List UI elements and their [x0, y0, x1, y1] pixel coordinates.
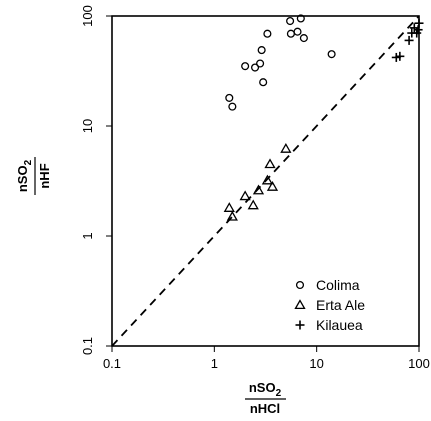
reference-line-layer — [111, 15, 420, 347]
data-point — [293, 27, 302, 36]
data-point — [252, 184, 265, 195]
y-axis: 0.1 1 10 100 — [80, 5, 112, 355]
y-axis-title-numerator: nSO2 — [15, 159, 34, 192]
y-tick-label: 1 — [80, 232, 95, 239]
data-point — [239, 190, 251, 201]
data-point — [261, 174, 274, 185]
legend-item: Kilauea — [295, 317, 363, 333]
data-point — [280, 143, 292, 153]
legend: Colima Erta Ale Kilauea — [294, 277, 365, 333]
data-point — [286, 29, 295, 38]
data-point — [256, 59, 265, 68]
data-point — [223, 202, 235, 212]
x-tick-label: 10 — [309, 356, 323, 371]
data-point — [395, 51, 405, 61]
x-axis-title-numerator: nSO2 — [249, 380, 282, 399]
points-layer — [223, 14, 424, 221]
legend-marker — [294, 299, 306, 310]
data-point — [247, 199, 259, 210]
y-tick-label: 0.1 — [80, 337, 95, 355]
legend-marker — [295, 320, 305, 330]
x-axis-title-denominator: nHCl — [250, 401, 280, 416]
data-point — [286, 16, 295, 26]
data-point — [228, 102, 237, 111]
legend-marker — [295, 280, 305, 290]
data-point — [264, 158, 276, 169]
data-point — [327, 50, 336, 59]
y-axis-title-denominator: nHF — [37, 163, 52, 188]
series-erta-ale — [223, 143, 292, 221]
reference-line-1to1 — [111, 15, 420, 347]
legend-label: Colima — [316, 277, 360, 293]
y-axis-title: nSO2 nHF — [15, 157, 52, 195]
legend-item: Colima — [295, 277, 360, 293]
data-point — [266, 181, 279, 191]
series-kilauea — [391, 18, 424, 62]
data-point — [259, 78, 268, 87]
legend-label: Erta Ale — [316, 297, 365, 313]
data-point — [414, 18, 424, 28]
data-point — [263, 29, 272, 38]
data-point — [413, 25, 423, 35]
data-point — [241, 62, 250, 71]
x-tick-label: 1 — [211, 356, 218, 371]
x-tick-label: 100 — [408, 356, 430, 371]
data-point — [404, 35, 414, 45]
y-tick-label: 10 — [80, 119, 95, 133]
data-point — [225, 93, 234, 102]
data-point — [257, 46, 266, 55]
data-point — [226, 210, 238, 221]
data-point — [299, 34, 308, 43]
data-point — [251, 63, 260, 72]
legend-item: Erta Ale — [294, 297, 365, 313]
x-axis-title: nSO2 nHCl — [245, 380, 286, 416]
data-point — [296, 14, 305, 23]
legend-label: Kilauea — [316, 317, 363, 333]
x-axis: 0.1 1 10 100 — [103, 346, 430, 371]
series-colima — [225, 14, 336, 111]
x-tick-label: 0.1 — [103, 356, 121, 371]
plot-frame — [111, 15, 420, 347]
y-tick-label: 100 — [80, 5, 95, 27]
